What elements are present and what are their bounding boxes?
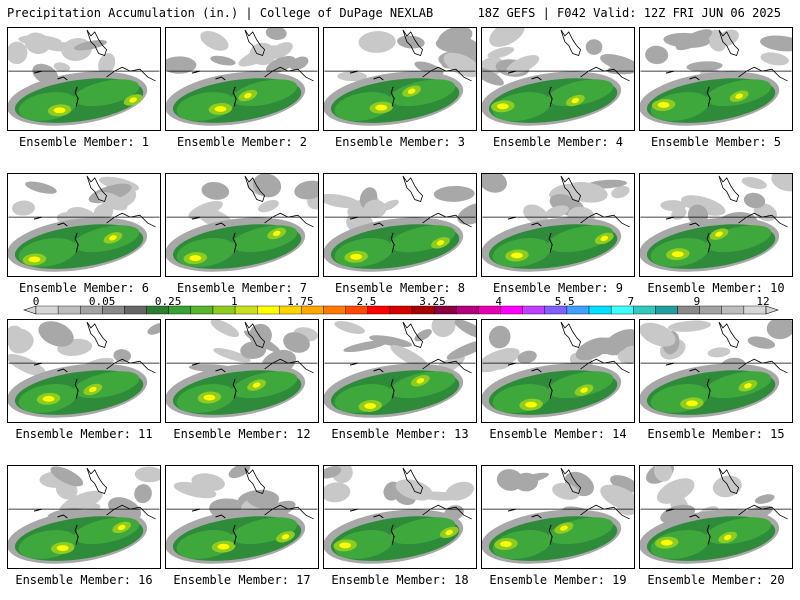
legend-tick-label: 1 xyxy=(231,296,238,308)
precip-map xyxy=(7,27,161,131)
legend-tick-label: 7 xyxy=(628,296,635,308)
precip-map xyxy=(481,27,635,131)
legend-color-swatch xyxy=(633,305,656,315)
ensemble-panel: Ensemble Member: 15 xyxy=(639,319,793,441)
legend-color-swatch xyxy=(257,305,280,315)
ensemble-panel: Ensemble Member: 18 xyxy=(323,465,477,587)
ensemble-member-label: Ensemble Member: 13 xyxy=(331,427,469,441)
legend-tick-label: 0.25 xyxy=(155,296,182,308)
ensemble-member-label: Ensemble Member: 5 xyxy=(650,135,782,149)
ensemble-member-label: Ensemble Member: 11 xyxy=(15,427,153,441)
ensemble-member-label: Ensemble Member: 7 xyxy=(176,281,308,295)
ensemble-panel: Ensemble Member: 19 xyxy=(481,465,635,587)
ensemble-panel: Ensemble Member: 12 xyxy=(165,319,319,441)
ensemble-panel: Ensemble Member: 13 xyxy=(323,319,477,441)
precip-map xyxy=(323,465,477,569)
legend-color-swatch xyxy=(35,305,59,315)
run-info: 18Z GEFS | F042 Valid: 12Z FRI JUN 06 20… xyxy=(477,6,781,20)
legend-color-swatch xyxy=(721,305,745,315)
legend-color-swatch xyxy=(456,305,479,315)
ensemble-member-label: Ensemble Member: 3 xyxy=(334,135,466,149)
color-legend-bar: 0 0.05 0.25 1 1.75 2.5 3.25 4 5.5 7 9 12 xyxy=(23,296,779,315)
ensemble-member-label: Ensemble Member: 14 xyxy=(489,427,627,441)
ensemble-member-label: Ensemble Member: 9 xyxy=(492,281,624,295)
precip-map xyxy=(639,465,793,569)
ensemble-panel: Ensemble Member: 20 xyxy=(639,465,793,587)
legend-color-swatch xyxy=(699,305,722,315)
legend-color-swatch xyxy=(389,305,413,315)
precip-map xyxy=(165,465,319,569)
ensemble-panel: Ensemble Member: 8 xyxy=(323,173,477,295)
ensemble-panel: Ensemble Member: 11 xyxy=(7,319,161,441)
precip-map xyxy=(7,465,161,569)
ensemble-panel: Ensemble Member: 7 xyxy=(165,173,319,295)
ensemble-panel: Ensemble Member: 6 xyxy=(7,173,161,295)
legend-tick-label: 4 xyxy=(495,296,502,308)
ensemble-panel: Ensemble Member: 17 xyxy=(165,465,319,587)
legend-tick-label: 9 xyxy=(694,296,701,308)
ensemble-member-label: Ensemble Member: 17 xyxy=(173,573,311,587)
legend-color-swatch xyxy=(190,305,214,315)
legend-tick-label: 5.5 xyxy=(555,296,575,308)
ensemble-member-label: Ensemble Member: 15 xyxy=(647,427,785,441)
precip-map xyxy=(7,173,161,277)
ensemble-panel: Ensemble Member: 14 xyxy=(481,319,635,441)
legend-color-swatch xyxy=(500,305,523,315)
color-legend: 0 0.05 0.25 1 1.75 2.5 3.25 4 5.5 7 9 12 xyxy=(0,296,800,318)
ensemble-member-label: Ensemble Member: 2 xyxy=(176,135,308,149)
legend-color-swatch xyxy=(323,305,346,315)
ensemble-panel: Ensemble Member: 16 xyxy=(7,465,161,587)
precip-map xyxy=(639,173,793,277)
legend-tick-label: 0 xyxy=(33,296,40,308)
precip-map xyxy=(165,319,319,423)
legend-color-swatch xyxy=(655,305,678,315)
legend-arrow-right xyxy=(765,305,779,315)
map-title: Precipitation Accumulation (in.) | Colle… xyxy=(7,6,434,20)
legend-tick-label: 2.5 xyxy=(357,296,377,308)
ensemble-panel: Ensemble Member: 2 xyxy=(165,27,319,149)
ensemble-member-label: Ensemble Member: 8 xyxy=(334,281,466,295)
ensemble-member-label: Ensemble Member: 4 xyxy=(492,135,624,149)
ensemble-member-label: Ensemble Member: 12 xyxy=(173,427,311,441)
ensemble-member-label: Ensemble Member: 20 xyxy=(647,573,785,587)
legend-tick-label: 3.25 xyxy=(419,296,446,308)
precip-map xyxy=(323,27,477,131)
precip-map xyxy=(323,173,477,277)
legend-tick-label: 0.05 xyxy=(89,296,116,308)
ensemble-member-label: Ensemble Member: 10 xyxy=(647,281,785,295)
ensemble-member-label: Ensemble Member: 18 xyxy=(331,573,469,587)
ensemble-panel: Ensemble Member: 3 xyxy=(323,27,477,149)
ensemble-panel: Ensemble Member: 9 xyxy=(481,173,635,295)
ensemble-member-label: Ensemble Member: 1 xyxy=(18,135,150,149)
ensemble-member-label: Ensemble Member: 6 xyxy=(18,281,150,295)
ensemble-member-label: Ensemble Member: 19 xyxy=(489,573,627,587)
legend-tick-label: 12 xyxy=(756,296,769,308)
precip-map xyxy=(165,173,319,277)
precip-map xyxy=(639,319,793,423)
header: Precipitation Accumulation (in.) | Colle… xyxy=(0,0,800,24)
ensemble-panel: Ensemble Member: 10 xyxy=(639,173,793,295)
legend-color-swatch xyxy=(124,305,147,315)
legend-color-swatch xyxy=(588,305,612,315)
ensemble-panel: Ensemble Member: 1 xyxy=(7,27,161,149)
precip-map xyxy=(165,27,319,131)
precip-map xyxy=(481,319,635,423)
precip-map xyxy=(481,173,635,277)
ensemble-panel: Ensemble Member: 4 xyxy=(481,27,635,149)
ensemble-panel: Ensemble Member: 5 xyxy=(639,27,793,149)
ensemble-member-label: Ensemble Member: 16 xyxy=(15,573,153,587)
legend-color-swatch xyxy=(234,305,258,315)
legend-color-swatch xyxy=(57,305,81,315)
precip-map xyxy=(7,319,161,423)
legend-tick-label: 1.75 xyxy=(287,296,314,308)
precip-map xyxy=(323,319,477,423)
legend-color-swatch xyxy=(522,305,545,315)
precip-map xyxy=(639,27,793,131)
precip-map xyxy=(481,465,635,569)
